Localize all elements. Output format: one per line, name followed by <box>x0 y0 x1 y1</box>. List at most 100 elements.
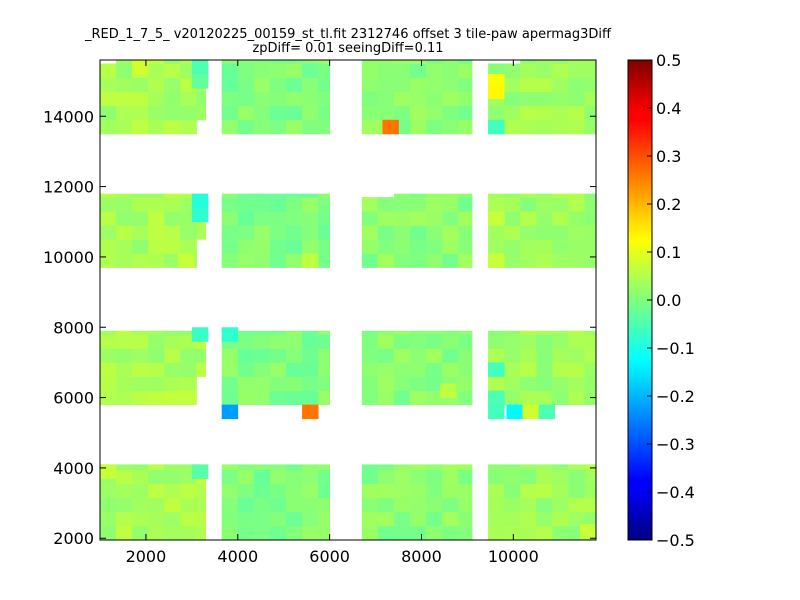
heatmap-cell <box>426 193 443 198</box>
colorbar-tick-label: 0.4 <box>656 99 681 118</box>
heatmap-cell <box>221 376 239 391</box>
heatmap-cell <box>269 253 287 268</box>
heatmap-cell <box>568 63 585 78</box>
heatmap-cell <box>458 60 473 64</box>
heatmap-cell <box>488 334 505 349</box>
heatmap-cell <box>552 525 569 541</box>
heatmap-cell <box>269 390 287 406</box>
heatmap-cell <box>520 511 537 527</box>
heatmap-cell <box>253 330 271 335</box>
heatmap-cell <box>302 390 319 406</box>
heatmap-cell <box>426 197 443 212</box>
heatmap-cell <box>196 225 207 240</box>
heatmap-cell <box>269 469 287 485</box>
heatmap-cell <box>536 376 553 391</box>
heatmap-cell <box>393 63 411 78</box>
heatmap-cell <box>132 464 149 471</box>
heatmap-cell <box>410 511 427 527</box>
heatmap-cell <box>302 525 319 541</box>
heatmap-cell <box>442 197 459 212</box>
heatmap-cell <box>116 376 133 391</box>
heatmap-cell <box>458 105 473 121</box>
heatmap-cell <box>164 197 181 212</box>
heatmap-cell <box>180 362 197 377</box>
heatmap-cell <box>393 483 411 499</box>
heatmap-cell <box>196 91 207 107</box>
heatmap-cell <box>269 362 287 377</box>
heatmap-cell <box>552 348 569 363</box>
heatmap-cell <box>100 376 117 391</box>
heatmap-cell <box>164 334 181 349</box>
heatmap-cell <box>361 362 379 377</box>
heatmap-cell <box>302 362 319 377</box>
heatmap-cell <box>221 193 239 198</box>
heatmap-cell <box>442 63 459 78</box>
heatmap-cell <box>552 253 569 268</box>
heatmap-cell <box>426 334 443 349</box>
heatmap-cell <box>269 63 287 78</box>
heatmap-cell <box>520 225 537 240</box>
heatmap-cell <box>148 469 165 485</box>
heatmap-cell-highlight <box>488 119 505 135</box>
heatmap-cell-highlight <box>488 362 505 377</box>
heatmap-cell <box>286 497 303 513</box>
heatmap-cell <box>377 511 395 527</box>
heatmap-cell <box>253 348 271 363</box>
heatmap-cell <box>361 464 379 471</box>
heatmap-cell <box>361 511 379 527</box>
heatmap-cell <box>302 464 319 471</box>
heatmap-cell <box>520 60 537 64</box>
heatmap-cell <box>393 225 411 240</box>
heatmap-cell <box>361 376 379 391</box>
heatmap-cell <box>536 390 553 406</box>
heatmap-cell <box>302 119 319 135</box>
heatmap-cell <box>221 239 239 254</box>
heatmap-cell <box>221 253 239 268</box>
heatmap-cell <box>504 497 521 513</box>
heatmap-cell <box>180 464 197 471</box>
heatmap-cell-highlight <box>302 404 319 420</box>
heatmap-cell-highlight <box>191 60 209 75</box>
heatmap-cell <box>100 239 117 254</box>
heatmap-cell <box>286 225 303 240</box>
heatmap-cell <box>302 77 319 93</box>
heatmap-cell <box>410 119 427 135</box>
heatmap-cell <box>488 348 505 363</box>
heatmap-cell <box>361 91 379 107</box>
heatmap-cell <box>237 464 255 471</box>
heatmap-cell <box>410 469 427 485</box>
heatmap-cell <box>253 334 271 349</box>
heatmap-cell <box>100 119 117 135</box>
heatmap-cell <box>520 193 537 198</box>
heatmap-cell <box>410 390 427 406</box>
heatmap-cell <box>361 497 379 513</box>
heatmap-cell <box>568 225 585 240</box>
colorbar-tick-label: −0.4 <box>656 483 695 502</box>
heatmap-cell <box>377 77 395 93</box>
heatmap-cell <box>148 91 165 107</box>
heatmap-cell <box>536 362 553 377</box>
heatmap-cell <box>269 330 287 335</box>
heatmap-cell <box>552 63 569 78</box>
heatmap-cell <box>568 211 585 226</box>
heatmap-cell <box>442 119 459 135</box>
heatmap-cell <box>253 390 271 406</box>
heatmap-cell-highlight <box>488 404 505 420</box>
heatmap-cell <box>442 348 459 363</box>
heatmap-cell <box>164 225 181 240</box>
heatmap-cell <box>520 77 537 93</box>
heatmap-cell <box>361 63 379 78</box>
heatmap-cell <box>393 239 411 254</box>
colorbar-tick-label: −0.2 <box>656 387 695 406</box>
heatmap-cell <box>253 362 271 377</box>
heatmap-cell <box>458 119 473 135</box>
heatmap-cell <box>148 390 165 406</box>
heatmap-cell <box>520 330 537 335</box>
heatmap-cell <box>361 60 379 64</box>
heatmap-cell <box>568 330 585 335</box>
colorbar-tick-label: 0.1 <box>656 243 681 262</box>
heatmap-cell <box>504 390 521 406</box>
heatmap-cell <box>318 211 331 226</box>
heatmap-cell <box>221 362 239 377</box>
heatmap-cell <box>520 525 537 541</box>
